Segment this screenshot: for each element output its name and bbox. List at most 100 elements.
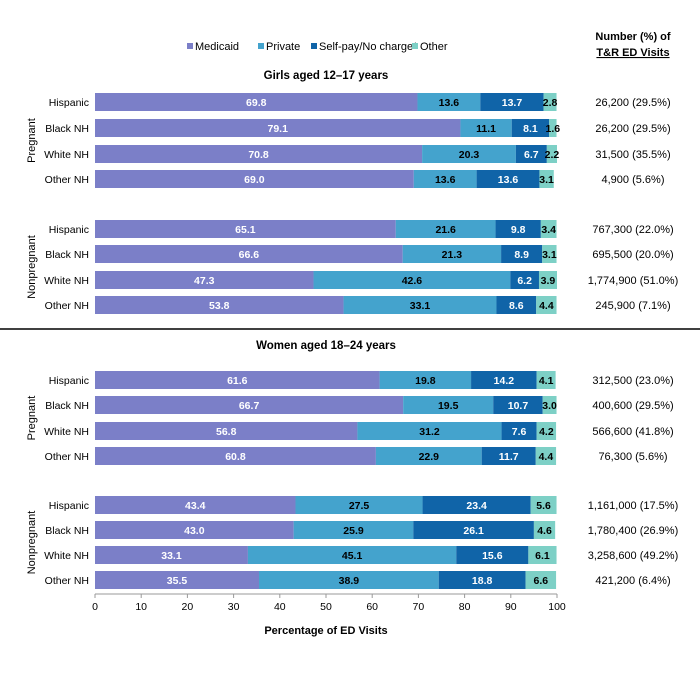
- data-label: 33.1: [161, 550, 182, 562]
- bar-segment-other: [549, 119, 557, 137]
- visit-count: 4,900 (5.6%): [602, 174, 665, 186]
- bar-segment-other: [546, 145, 557, 163]
- bar-segment-self-pay-no-charge: [510, 271, 539, 289]
- category-label: White NH: [44, 275, 89, 287]
- bar-segment-medicaid: [95, 93, 418, 111]
- visit-count: 1,780,400 (26.9%): [588, 525, 679, 537]
- bar-segment-medicaid: [95, 447, 376, 465]
- legend-label: Other: [420, 41, 448, 53]
- bar-segment-other: [536, 371, 556, 389]
- category-label: Hispanic: [49, 97, 89, 109]
- bar-segment-private: [422, 145, 516, 163]
- bar-segment-other: [533, 521, 556, 539]
- bar-segment-self-pay-no-charge: [438, 571, 526, 589]
- count-header-line2: T&R ED Visits: [596, 47, 669, 59]
- data-label: 27.5: [349, 500, 370, 512]
- data-label: 13.6: [498, 174, 519, 186]
- visit-count: 767,300 (22.0%): [592, 224, 673, 236]
- data-label: 11.1: [476, 123, 496, 135]
- data-label: 7.6: [512, 426, 527, 438]
- data-label: 4.6: [537, 525, 552, 537]
- data-label: 6.1: [535, 550, 550, 562]
- data-label: 3.1: [539, 174, 554, 186]
- visit-count: 76,300 (5.6%): [598, 451, 667, 463]
- bar-segment-private: [313, 271, 511, 289]
- bar-segment-self-pay-no-charge: [501, 422, 537, 440]
- data-label: 19.8: [415, 375, 436, 387]
- data-label: 6.6: [534, 575, 549, 587]
- data-label: 21.6: [435, 224, 456, 236]
- visit-count: 1,774,900 (51.0%): [588, 275, 679, 287]
- x-tick-label: 60: [366, 601, 378, 613]
- data-label: 69.8: [246, 97, 267, 109]
- bar-segment-medicaid: [95, 371, 380, 389]
- data-label: 2.8: [543, 97, 558, 109]
- data-label: 4.4: [539, 451, 554, 463]
- category-label: Other NH: [45, 575, 89, 587]
- data-label: 21.3: [442, 249, 463, 261]
- x-tick-label: 40: [274, 601, 286, 613]
- bar-segment-other: [530, 496, 557, 514]
- bar-segment-self-pay-no-charge: [515, 145, 547, 163]
- data-label: 2.2: [545, 149, 560, 161]
- data-label: 4.2: [539, 426, 554, 438]
- x-tick-label: 70: [413, 601, 425, 613]
- data-label: 60.8: [225, 451, 246, 463]
- data-label: 69.0: [244, 174, 265, 186]
- bar-segment-self-pay-no-charge: [476, 170, 540, 188]
- bar-segment-private: [395, 220, 496, 238]
- bar-segment-medicaid: [95, 271, 314, 289]
- data-label: 3.9: [541, 275, 556, 287]
- bar-segment-other: [542, 396, 557, 414]
- data-label: 66.7: [239, 400, 260, 412]
- data-label: 65.1: [235, 224, 256, 236]
- x-axis-title: Percentage of ED Visits: [264, 625, 387, 637]
- category-label: White NH: [44, 550, 89, 562]
- data-label: 45.1: [342, 550, 363, 562]
- bar-segment-self-pay-no-charge: [481, 447, 536, 465]
- data-label: 42.6: [402, 275, 423, 287]
- visit-count: 312,500 (23.0%): [592, 375, 673, 387]
- panel-title: Girls aged 12–17 years: [264, 70, 389, 82]
- x-tick-label: 100: [548, 601, 566, 613]
- data-label: 23.4: [466, 500, 487, 512]
- bar-segment-self-pay-no-charge: [480, 93, 544, 111]
- visit-count: 26,200 (29.5%): [595, 123, 670, 135]
- data-label: 18.8: [472, 575, 493, 587]
- data-label: 10.7: [508, 400, 529, 412]
- group-label: Pregnant: [26, 118, 38, 163]
- bar-segment-medicaid: [95, 546, 248, 564]
- data-label: 11.7: [499, 451, 519, 463]
- bar-segment-other: [540, 220, 557, 238]
- bar-segment-other: [542, 245, 557, 263]
- bar-segment-private: [413, 170, 477, 188]
- bar-segment-medicaid: [95, 496, 296, 514]
- group-label: Nonpregnant: [26, 511, 38, 575]
- bar-segment-self-pay-no-charge: [471, 371, 537, 389]
- data-label: 19.5: [438, 400, 459, 412]
- bar-segment-private: [293, 521, 414, 539]
- data-label: 33.1: [410, 300, 431, 312]
- bar-segment-private: [403, 396, 494, 414]
- bar-segment-private: [379, 371, 472, 389]
- bar-segment-medicaid: [95, 296, 344, 314]
- category-label: White NH: [44, 149, 89, 161]
- category-label: Other NH: [45, 300, 89, 312]
- bar-segment-private: [259, 571, 439, 589]
- data-label: 20.3: [459, 149, 480, 161]
- bar-segment-self-pay-no-charge: [511, 119, 550, 137]
- visit-count: 31,500 (35.5%): [595, 149, 670, 161]
- bar-segment-private: [417, 93, 481, 111]
- data-label: 79.1: [268, 123, 289, 135]
- data-label: 3.0: [542, 400, 557, 412]
- data-label: 3.1: [542, 249, 557, 261]
- visit-count: 245,900 (7.1%): [595, 300, 670, 312]
- x-tick-label: 50: [320, 601, 332, 613]
- category-label: Black NH: [45, 525, 89, 537]
- bar-segment-medicaid: [95, 245, 403, 263]
- bar-segment-self-pay-no-charge: [493, 396, 543, 414]
- x-tick-label: 0: [92, 601, 98, 613]
- data-label: 47.3: [194, 275, 215, 287]
- bar-segment-private: [375, 447, 482, 465]
